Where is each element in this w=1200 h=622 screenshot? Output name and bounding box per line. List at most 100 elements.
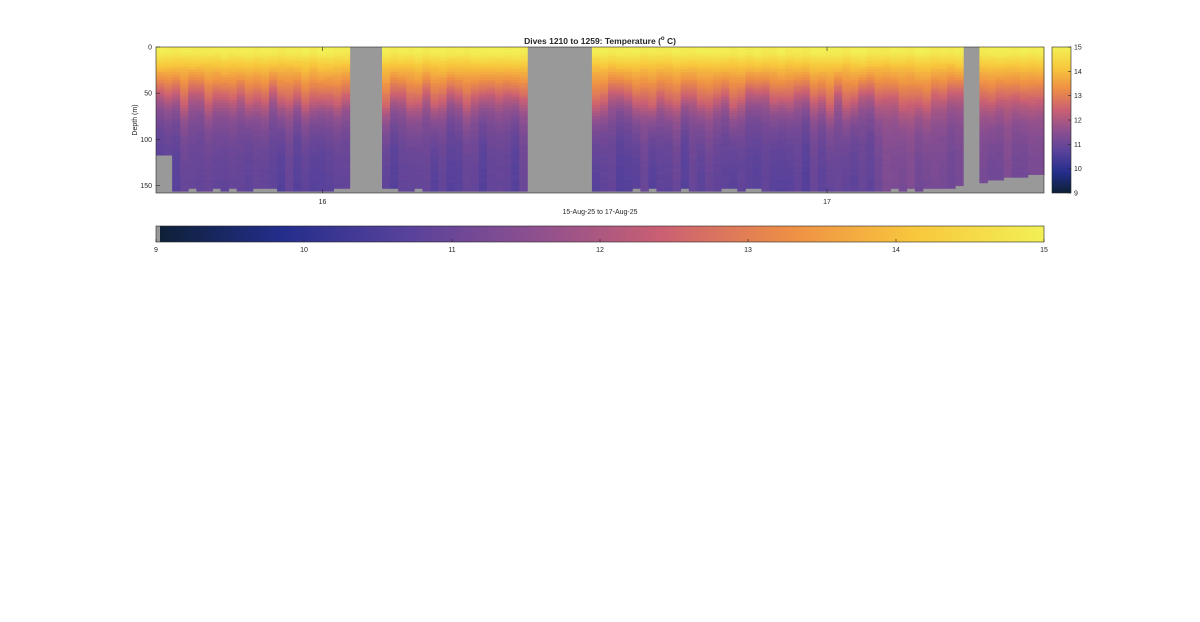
heatmap-cell [672,188,682,192]
heatmap-cell [269,105,278,109]
heatmap-cell [446,168,456,173]
heatmap-cell [866,174,875,178]
heatmap-cell [632,94,641,98]
heatmap-cell [826,155,835,159]
heatmap-cell [269,166,278,170]
heatmap-cell [446,102,456,106]
heatmap-cell [704,141,714,145]
heatmap-cell [317,182,326,187]
heatmap-cell [769,185,778,189]
heatmap-cell [672,55,682,59]
heatmap-cell [858,138,867,142]
heatmap-cell [890,116,900,120]
heatmap-cell [737,180,746,184]
heatmap-cell [608,163,617,167]
heatmap-cell [737,69,746,73]
heatmap-cell [285,132,294,137]
heatmap-cell [648,107,657,112]
heatmap-cell [987,105,996,109]
heatmap-cell [172,177,181,181]
heatmap-cell [850,69,859,73]
heatmap-cell [737,116,746,120]
heatmap-cell [462,182,472,187]
heatmap-cell [721,160,730,164]
heatmap-cell [260,99,270,103]
heatmap-cell [301,180,310,184]
heatmap-cell [430,168,439,173]
heatmap-cell [890,66,900,70]
heatmap-cell [922,77,932,81]
heatmap-cell [648,110,657,114]
heatmap-cell [761,152,770,156]
heatmap-cell [656,58,665,62]
heatmap-cell [325,182,334,187]
heatmap-cell [785,168,795,173]
heatmap-cell [519,85,528,89]
heatmap-cell [1011,58,1021,62]
heatmap-cell [446,80,456,84]
heatmap-cell [769,99,778,103]
heatmap-cell [301,91,310,95]
heatmap-cell [793,85,803,89]
heatmap-cell [640,88,649,92]
heatmap-cell [947,94,956,98]
heatmap-cell [454,60,464,65]
heatmap-cell [672,96,682,101]
heatmap-cell [922,157,932,162]
heatmap-cell [309,174,318,178]
heatmap-cell [172,91,181,95]
heatmap-cell [156,77,165,81]
heatmap-cell [406,52,415,56]
heatmap-cell [252,83,262,87]
heatmap-cell [696,66,706,70]
heatmap-cell [382,157,391,162]
heatmap-cell [244,49,254,53]
heatmap-cell [293,99,302,103]
heatmap-cell [616,185,625,189]
heatmap-cell [688,102,698,106]
heatmap-cell [1003,174,1013,178]
heatmap-cell [648,74,657,78]
heatmap-cell [769,105,778,109]
heatmap-cell [688,157,698,162]
heatmap-cell [672,52,682,56]
heatmap-cell [850,113,859,117]
heatmap-cell [260,119,270,123]
heatmap-cell [761,85,770,89]
heatmap-cell [648,85,657,89]
heatmap-cell [930,180,940,184]
heatmap-cell [470,91,480,95]
heatmap-cell [777,127,787,131]
heatmap-cell [745,74,754,78]
heatmap-cell [414,121,423,126]
heatmap-cell [398,83,407,87]
heatmap-cell [1011,88,1021,92]
heatmap-cell [995,58,1005,62]
heatmap-cell [761,149,770,153]
heatmap-cell [874,177,883,181]
heatmap-cell [180,121,189,126]
heatmap-cell [696,74,706,78]
heatmap-cell [414,160,423,164]
heatmap-cell [696,94,706,98]
heatmap-cell [713,130,722,134]
heatmap-cell [898,63,908,67]
heatmap-cell [842,66,851,70]
heatmap-cell [939,177,948,181]
heatmap-cell [761,130,770,134]
heatmap-cell [842,168,851,173]
heatmap-cell [817,152,827,156]
heatmap-cell [244,168,254,173]
heatmap-cell [406,94,415,98]
heatmap-cell [624,121,633,126]
heatmap-cell [842,130,851,134]
heatmap-cell [406,138,415,142]
heatmap-cell [438,63,448,67]
heatmap-cell [947,157,956,162]
heatmap-cell [212,144,221,148]
heatmap-cell [874,52,883,56]
heatmap-cell [390,138,399,142]
heatmap-cell [382,132,391,137]
heatmap-cell [939,49,948,53]
heatmap-cell [721,155,730,159]
